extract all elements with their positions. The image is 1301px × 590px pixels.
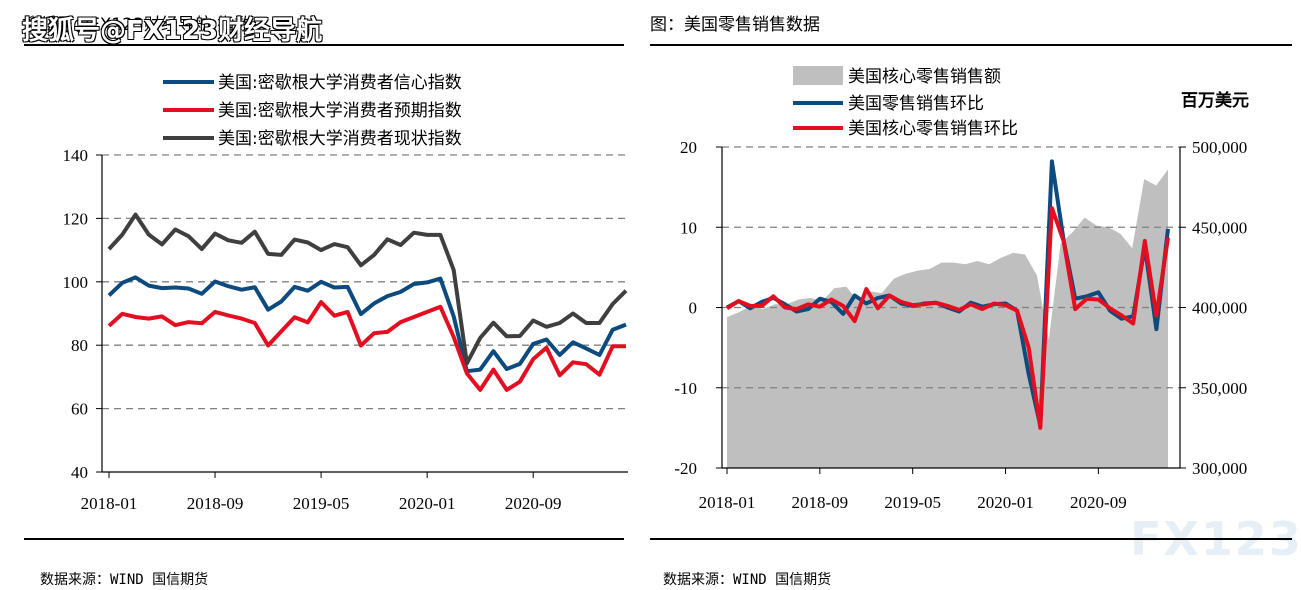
series-line — [107, 212, 628, 366]
legend-label: 美国核心零售销售环比 — [848, 119, 1018, 139]
y-tick-label: 40 — [71, 463, 88, 482]
y2-tick-label: 400,000 — [1192, 299, 1247, 318]
x-tick-label: 2020-09 — [505, 494, 562, 513]
y2-axis-label: 百万美元 — [1181, 90, 1249, 111]
legend-label: 美国:密歇根大学消费者现状指数 — [218, 129, 462, 149]
consumer-sentiment-chart: 40 60 80 100 120 140 2018-01 2018-09 2019-05 2020… — [63, 73, 628, 513]
legend-swatch — [793, 66, 843, 85]
y2-tick-label: 500,000 — [1192, 138, 1247, 157]
y2-tick-label: 450,000 — [1192, 218, 1247, 237]
legend-label: 美国:密歇根大学消费者信心指数 — [218, 73, 462, 93]
x-tick-label: 2018-01 — [699, 493, 756, 512]
left-chart-title: 搜狐号@FX123财经导航 指数 — [22, 15, 252, 35]
y-tick-label: 120 — [63, 209, 89, 228]
left-top-rule — [24, 44, 624, 46]
x-tick-label: 2019-05 — [884, 493, 941, 512]
right-source-note: 数据来源：WIND 国信期货 — [663, 572, 832, 588]
left-bottom-rule — [24, 538, 624, 540]
legend-label: 美国零售销售环比 — [848, 94, 984, 114]
y-tick-label: 80 — [71, 336, 88, 355]
right-top-rule — [650, 44, 1292, 46]
x-tick-label: 2018-09 — [792, 493, 849, 512]
right-chart-title: 图：美国零售销售数据 — [650, 15, 820, 35]
y2-tick-label: 300,000 — [1192, 459, 1247, 478]
x-tick-label: 2018-09 — [187, 494, 244, 513]
y-tick-label: 0 — [689, 299, 698, 318]
x-tick-label: 2020-01 — [977, 493, 1034, 512]
x-tick-label: 2018-01 — [81, 494, 138, 513]
legend-label: 美国:密歇根大学消费者预期指数 — [218, 101, 462, 121]
x-tick-label: 2019-05 — [293, 494, 350, 513]
y-tick-label: 140 — [63, 146, 89, 165]
retail-sales-chart: -20 -10 0 10 20 300,000 350,000 400,000 450,000 5… — [674, 66, 1249, 512]
y-tick-label: -20 — [674, 459, 697, 478]
legend: 美国:密歇根大学消费者信心指数美国:密歇根大学消费者预期指数美国:密歇根大学消费… — [163, 73, 462, 149]
series-line — [107, 300, 626, 392]
series-line — [725, 206, 1170, 430]
y-tick-label: 60 — [71, 400, 88, 419]
left-source-note: 数据来源：WIND 国信期货 — [40, 572, 209, 588]
y2-tick-label: 350,000 — [1192, 379, 1247, 398]
y-tick-label: 10 — [680, 218, 697, 237]
x-tick-label: 2020-09 — [1070, 493, 1127, 512]
x-tick-label: 2020-01 — [399, 494, 456, 513]
sohu-watermark: 搜狐号@FX123财经导航 — [22, 16, 323, 46]
right-bottom-rule — [650, 538, 1292, 540]
area-series — [727, 169, 1168, 468]
legend-label: 美国核心零售销售额 — [848, 67, 1001, 87]
y-tick-label: -10 — [674, 379, 697, 398]
series-line — [107, 275, 627, 374]
y-tick-label: 20 — [680, 138, 697, 157]
y-tick-label: 100 — [63, 273, 89, 292]
